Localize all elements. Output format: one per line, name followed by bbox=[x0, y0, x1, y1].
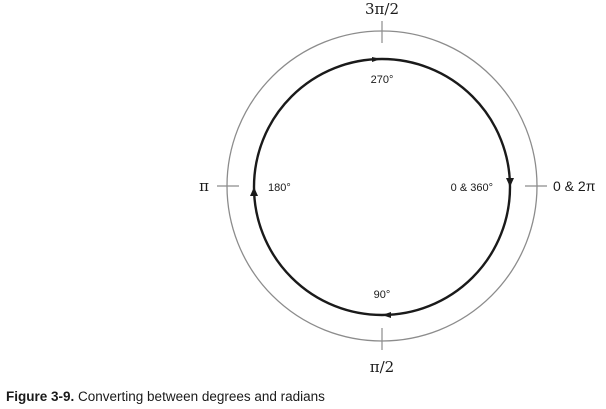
radian-label-left: π bbox=[199, 177, 209, 195]
radian-label-top: 3π/2 bbox=[365, 0, 399, 18]
degree-label-top: 270° bbox=[371, 74, 394, 86]
arrow-left-icon bbox=[250, 187, 258, 196]
radian-label-bottom: π/2 bbox=[370, 358, 394, 376]
figure-number: Figure 3-9. bbox=[6, 389, 75, 404]
arrow-bottom-icon bbox=[382, 312, 391, 318]
caption-text: Converting between degrees and radians bbox=[74, 389, 325, 404]
degree-label-left: 180° bbox=[268, 182, 291, 194]
radian-label-right: 0 & 2π bbox=[553, 178, 596, 194]
arrow-top-icon bbox=[372, 57, 381, 62]
degree-label-right: 0 & 360° bbox=[451, 182, 493, 194]
arrow-right-icon bbox=[506, 178, 514, 187]
figure-caption: Figure 3-9. Converting between degrees a… bbox=[6, 389, 325, 404]
degree-label-bottom: 90° bbox=[374, 289, 391, 301]
